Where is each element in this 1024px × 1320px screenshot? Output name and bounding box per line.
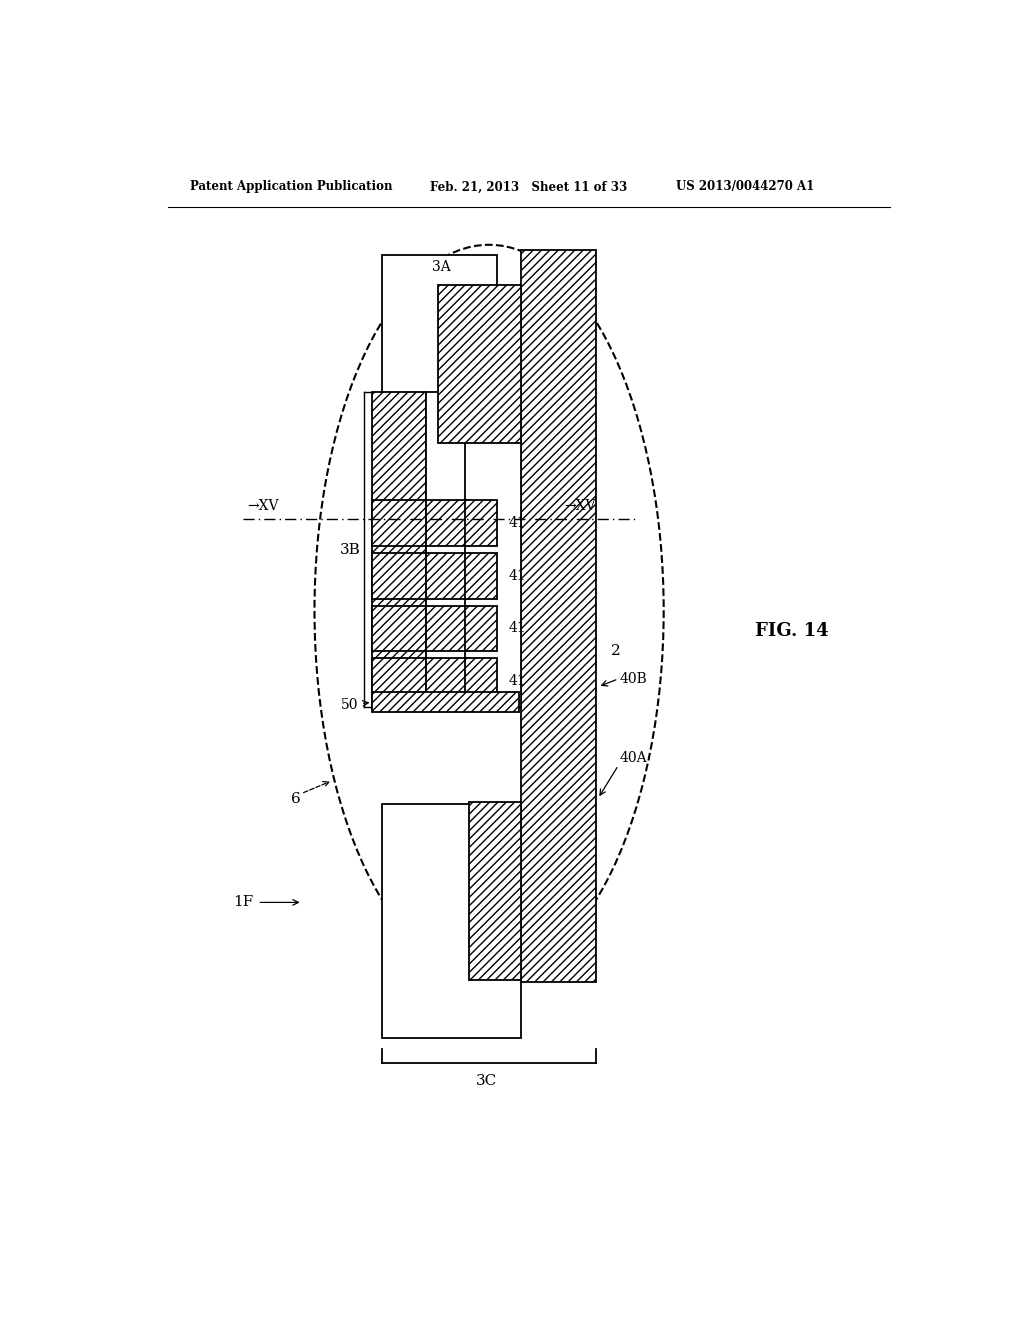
Bar [426, 553, 469, 598]
Text: 41: 41 [509, 569, 526, 582]
Bar [465, 392, 521, 708]
Text: FIG. 14: FIG. 14 [755, 622, 828, 640]
Text: 41: 41 [509, 622, 526, 635]
Text: →XV: →XV [564, 499, 596, 513]
Bar [382, 255, 497, 444]
Text: 1F: 1F [233, 895, 253, 909]
Text: Patent Application Publication: Patent Application Publication [189, 181, 392, 193]
Bar [465, 553, 497, 598]
Bar [373, 606, 426, 651]
Text: 50: 50 [341, 698, 369, 713]
Text: 3A: 3A [432, 260, 451, 275]
Bar [373, 692, 519, 713]
Bar [426, 659, 469, 704]
Text: 2: 2 [610, 644, 621, 659]
Bar [373, 392, 426, 708]
Bar [373, 500, 426, 545]
Text: 6: 6 [291, 792, 301, 805]
Bar [382, 804, 521, 1038]
Text: →XV: →XV [247, 499, 279, 513]
Text: Feb. 21, 2013   Sheet 11 of 33: Feb. 21, 2013 Sheet 11 of 33 [430, 181, 627, 193]
Bar [521, 249, 596, 982]
Bar [465, 606, 497, 651]
Bar [437, 285, 521, 444]
Bar [426, 392, 469, 708]
Text: 41: 41 [509, 516, 526, 529]
Bar [469, 801, 521, 979]
Text: US 2013/0044270 A1: US 2013/0044270 A1 [676, 181, 814, 193]
Bar [465, 500, 497, 545]
Text: 40B: 40B [620, 672, 648, 686]
Bar [426, 606, 469, 651]
Bar [373, 659, 426, 704]
Text: 3B: 3B [340, 543, 360, 557]
Text: 3A: 3A [497, 952, 516, 966]
Text: 3C: 3C [476, 1074, 498, 1088]
Text: 40A: 40A [620, 751, 647, 766]
Bar [465, 659, 497, 704]
Bar [426, 500, 469, 545]
Text: 41: 41 [509, 675, 526, 688]
Bar [373, 553, 426, 598]
